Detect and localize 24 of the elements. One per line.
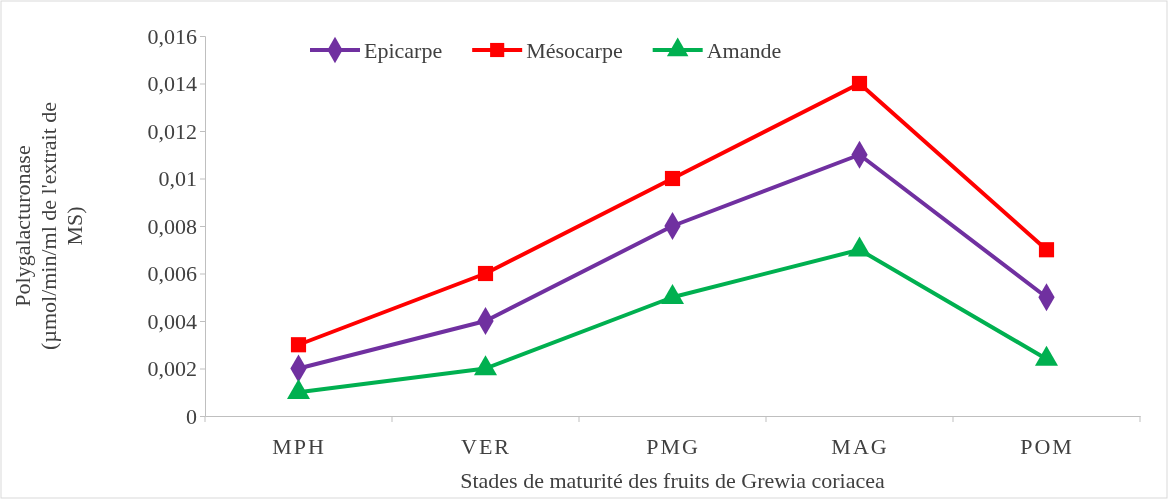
y-axis-title: Polygalacturonase (µmol/min/ml de l'extrait de MS)	[10, 101, 87, 351]
y-tick-label: 0,016	[147, 23, 197, 49]
point	[1038, 242, 1055, 258]
y-tick-label: 0,002	[147, 356, 197, 382]
x-tick-label: MAG	[831, 433, 889, 459]
legend-label: Epicarpe	[364, 38, 443, 63]
x-axis-title: Stades de maturité des fruits de Grewia coriacea	[460, 468, 885, 493]
x-tick-label: VER	[461, 433, 511, 459]
point	[477, 265, 494, 282]
y-tick-label: 0	[186, 403, 197, 429]
y-tick-label: 0,004	[147, 308, 197, 334]
x-tick-label: MPH	[272, 433, 326, 459]
point	[851, 75, 868, 92]
y-tick-label: 0,006	[147, 261, 197, 287]
point	[290, 337, 307, 353]
point	[664, 170, 681, 187]
x-tick-label: PMG	[646, 433, 700, 459]
y-tick-label: 0,008	[147, 213, 197, 239]
x-tick-label: POM	[1020, 433, 1074, 459]
y-tick-label: 0,014	[147, 71, 197, 97]
y-tick-label: 0,01	[158, 166, 197, 192]
legend-label: Mésocarpe	[526, 38, 623, 63]
legend-label: Amande	[706, 38, 782, 63]
y-tick-label: 0,012	[147, 118, 197, 144]
